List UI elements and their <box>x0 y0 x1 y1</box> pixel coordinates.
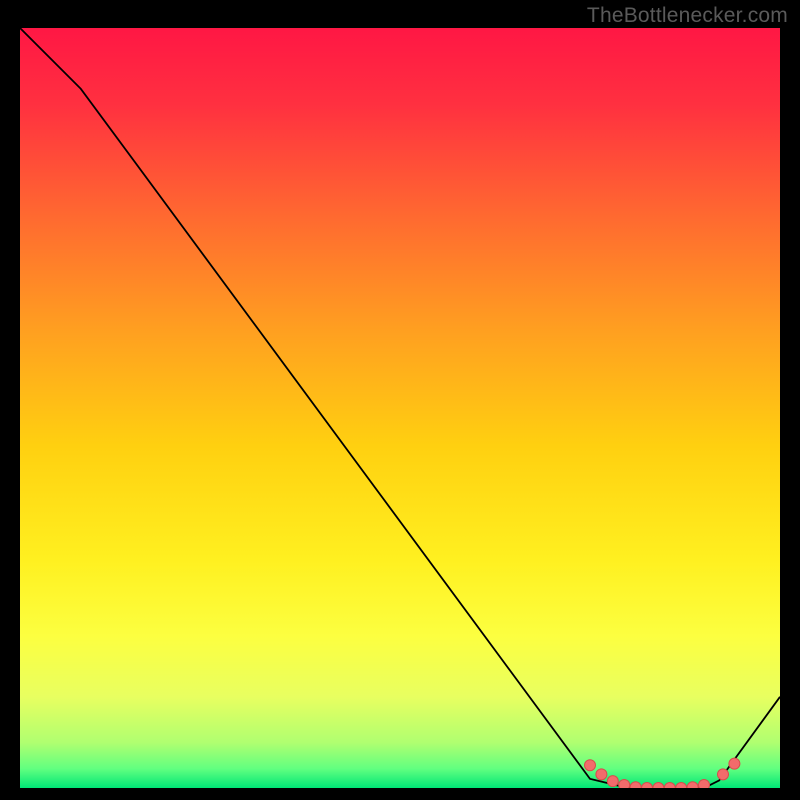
chart-marker <box>607 776 618 787</box>
watermark-text: TheBottlenecker.com <box>587 4 788 28</box>
chart-marker <box>585 760 596 771</box>
chart-background <box>20 28 780 788</box>
chart-svg <box>20 28 780 788</box>
chart-marker <box>619 779 630 788</box>
chart-marker <box>718 769 729 780</box>
chart-marker <box>729 758 740 769</box>
chart-container <box>20 28 780 788</box>
chart-marker <box>687 782 698 788</box>
chart-marker <box>596 769 607 780</box>
chart-marker <box>699 779 710 788</box>
chart-marker <box>630 782 641 788</box>
